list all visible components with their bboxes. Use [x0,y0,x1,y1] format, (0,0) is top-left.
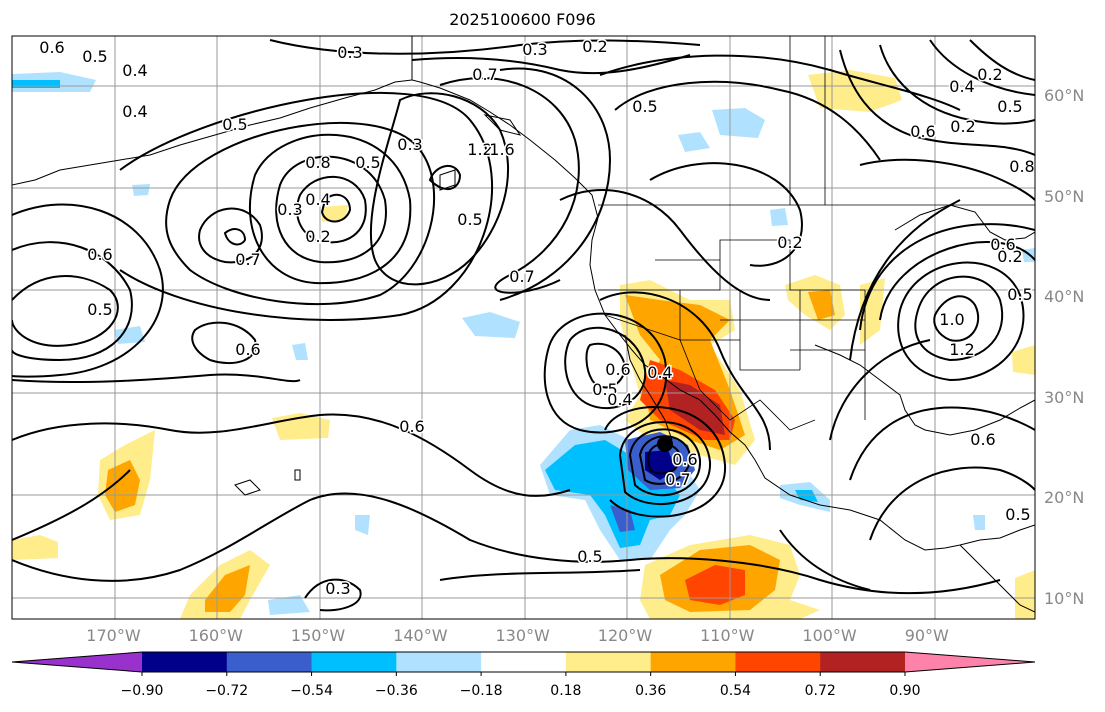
lat-label: 10°N [1044,588,1085,608]
contour-label: 0.7 [665,470,690,489]
contour-label: 0.5 [355,153,380,172]
colorbar [11,651,1036,676]
contour-label: 0.7 [472,65,497,84]
positive-anomaly-fills [12,70,1035,619]
contour-label: 0.6 [990,235,1015,254]
colorbar-tick-label: −0.18 [459,683,503,699]
lon-label: 140°W [393,626,448,645]
contour-label: 0.5 [1007,285,1032,304]
contour-label: 0.5 [577,547,602,566]
graticule [12,36,1035,619]
political-borders [598,36,1035,431]
colorbar-segment [565,652,652,672]
contour-label: 0.6 [970,430,995,449]
contour-label: 0.5 [592,380,617,399]
lat-label: 40°N [1044,287,1085,307]
contour-label: 0.4 [647,363,672,382]
contour-label: 0.2 [997,247,1022,266]
contour-label: 0.2 [950,117,975,136]
map-frame [11,35,1036,620]
contour-label: 0.6 [672,450,697,469]
contour-label: 0.8 [1009,157,1034,176]
contour-label: 0.5 [632,97,657,116]
colorbar-tick-label: −0.90 [120,683,164,699]
contour-label: 0.6 [605,360,630,379]
colorbar-tick-label: 0.18 [550,683,582,699]
contour-label: 0.5 [457,210,482,229]
contour-label: 0.2 [777,233,802,252]
contour-label-layer: 0.6 0.50.40.40.50.30.70.3 0.20.81.21.60.40… [38,36,1035,600]
contour-label: 0.6 [87,245,112,264]
contour-label: 0.6 [910,122,935,141]
lat-label: 20°N [1044,488,1085,508]
contour-label: 0.6 [399,417,424,436]
contour-label: 1.6 [489,140,514,159]
contour-label: 1.2 [467,140,492,159]
colorbar-segment [142,652,228,672]
contour-label: 0.8 [305,153,330,172]
storm-center-marker [657,436,673,452]
colorbar-tick-label: −0.72 [205,683,249,699]
contour-label: 0.6 [235,340,260,359]
contour-label: 0.3 [337,43,362,62]
lat-label: 60°N [1044,86,1085,106]
negative-anomaly-fills [12,72,1035,615]
contour-label: 0.7 [235,250,260,269]
colorbar-extend-max [905,652,1035,672]
lon-label: 170°W [86,626,141,645]
colorbar-segment [650,652,736,672]
lat-label: 30°N [1044,387,1085,407]
lon-label: 100°W [802,626,857,645]
colorbar-segment [396,652,482,672]
contour-label: 0.4 [949,77,974,96]
contour-label: 0.6 [39,38,64,57]
contour-label: 0.3 [277,200,302,219]
contour-label: 0.5 [82,47,107,66]
colorbar-tick-label: 0.72 [804,683,836,699]
contour-label: 0.5 [222,115,247,134]
contour-label: 0.2 [305,227,330,246]
colorbar-segment [820,652,906,672]
contour-label: 0.4 [122,102,147,121]
colorbar-segment [311,652,397,672]
lon-label: 150°W [290,626,346,645]
colorbar-segment [226,652,313,672]
colorbar-tick-label: −0.54 [290,683,333,699]
coastlines [12,36,1035,613]
colorbar-tick-label: 0.36 [635,683,667,699]
contour-label: 0.5 [87,300,112,319]
lon-label: 120°W [597,626,653,645]
contour-label: 0.3 [397,135,422,154]
lon-label: 110°W [700,626,755,645]
contour-label: 0.5 [997,97,1022,116]
lon-label: 160°W [188,626,243,645]
contour-label: 0.3 [325,579,350,598]
colorbar-tick-label: 0.54 [719,683,752,699]
colorbar-segment [481,652,567,672]
colorbar-extend-min [12,652,142,672]
contour-label: 0.2 [977,65,1002,84]
contour-label: 0.5 [1005,505,1030,524]
lon-label: 130°W [495,626,550,645]
contour-label: 0.4 [305,190,330,209]
contour-label: 1.0 [939,310,964,329]
contour-label: 0.3 [522,40,547,59]
colorbar-tick-label: 0.90 [889,683,921,699]
contour-label: 0.7 [509,267,534,286]
colorbar-tick-label: −0.36 [374,683,418,699]
lat-label: 50°N [1044,186,1085,206]
contour-label: 0.4 [122,61,147,80]
contour-label: 0.2 [582,37,607,56]
lon-label: 90°W [904,626,949,645]
contour-label: 0.4 [607,390,632,409]
plot-title: 2025100600 F096 [449,10,596,29]
contour-label: 1.2 [949,340,974,359]
colorbar-segment [735,652,821,672]
contour-lines [12,39,1035,612]
